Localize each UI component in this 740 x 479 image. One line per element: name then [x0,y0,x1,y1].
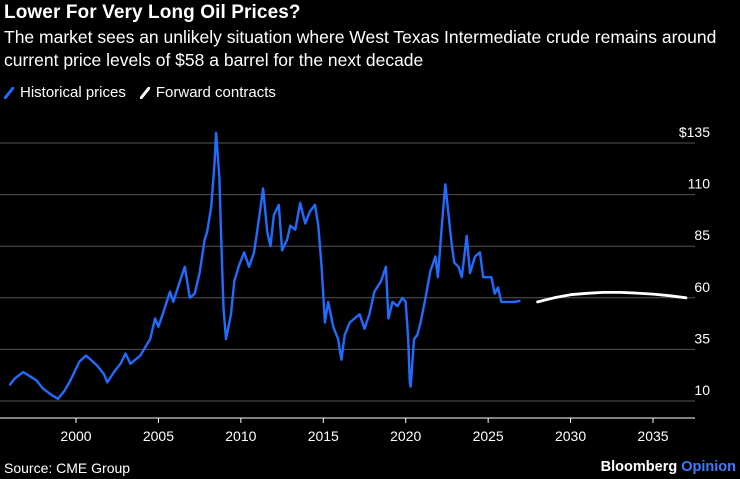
y-tick-label: 110 [688,176,711,192]
y-tick-label: 35 [694,330,710,346]
chart-title: Lower For Very Long Oil Prices? [4,2,301,23]
x-tick-label: 2005 [143,428,174,444]
forward-swatch-icon [139,86,150,99]
source-note: Source: CME Group [4,460,131,476]
x-tick-label: 2010 [225,428,256,444]
legend-item-forward: Forward contracts [139,84,276,101]
chart-subtitle: The market sees an unlikely situation wh… [4,27,717,70]
legend-label-historical: Historical prices [20,84,126,101]
x-tick-label: 2015 [308,428,339,444]
x-tick-label: 2020 [390,428,421,444]
y-tick-label: $135 [679,124,710,140]
brand-logo: Bloomberg Opinion [601,459,736,475]
legend-label-forward: Forward contracts [155,84,276,101]
historical-swatch-icon [4,86,14,99]
x-tick-label: 2000 [60,428,91,444]
brand-suffix: Opinion [681,459,736,475]
brand-name: Bloomberg [600,459,678,475]
y-tick-label: 85 [694,227,710,243]
x-tick-label: 2030 [555,428,586,444]
series-line-forward [536,291,688,304]
x-tick-label: 2035 [637,428,668,444]
x-tick-label: 2025 [473,428,504,444]
legend: Historical prices Forward contracts [4,84,290,101]
y-tick-label: 10 [694,382,710,398]
series-line-historical [8,131,521,401]
legend-item-historical: Historical prices [4,84,126,101]
y-tick-label: 60 [694,279,710,295]
